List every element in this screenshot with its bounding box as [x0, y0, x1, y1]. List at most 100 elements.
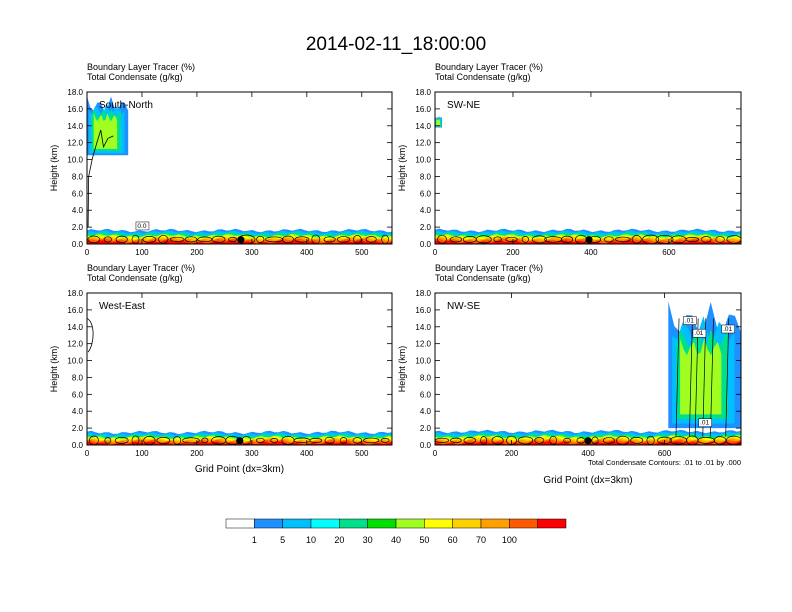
colorbar-swatch — [282, 518, 312, 529]
contour-label-box — [683, 316, 697, 325]
colorbar-label: 50 — [419, 535, 429, 545]
condensate-contour — [104, 437, 112, 444]
condensate-contour — [475, 235, 492, 244]
contour-label: Total Condensate (g/kg) — [87, 273, 183, 283]
field-label: Boundary Layer Tracer (%) — [87, 263, 195, 273]
y-tick-label: 16.0 — [67, 306, 83, 315]
condensate-contour — [726, 235, 741, 244]
x-axis-label: Grid Point (dx=3km) — [543, 475, 632, 486]
y-tick-label: 2.0 — [72, 424, 84, 433]
location-marker — [237, 236, 245, 244]
panel-sw-ne: Boundary Layer Tracer (%)Total Condensat… — [397, 62, 742, 257]
y-tick-label: 2.0 — [420, 424, 432, 433]
figure-title: 2014-02-11_18:00:00 — [306, 34, 486, 55]
contour-label-box — [698, 418, 712, 427]
colorbar-label: 100 — [502, 535, 517, 545]
contour-label: Total Condensate (g/kg) — [87, 72, 183, 82]
y-tick-label: 10.0 — [415, 156, 431, 165]
bl-layer — [87, 441, 392, 445]
x-tick-label: 400 — [581, 449, 595, 458]
x-tick-label: 0 — [433, 248, 438, 257]
y-axis-label: Height (km) — [49, 145, 59, 192]
condensate-contour — [517, 436, 534, 445]
x-tick-label: 200 — [190, 449, 204, 458]
x-tick-label: 500 — [355, 449, 369, 458]
y-tick-label: 8.0 — [420, 373, 432, 382]
condensate-contour — [270, 437, 279, 443]
y-tick-label: 18.0 — [67, 289, 83, 298]
contour-label-box — [721, 324, 735, 334]
y-tick-label: 4.0 — [420, 407, 432, 416]
condensate-contour — [87, 129, 114, 228]
contour-value: .01 — [694, 330, 703, 337]
condensate-contour — [158, 235, 169, 244]
condensate-contour — [363, 437, 380, 444]
y-tick-label: 18.0 — [67, 88, 83, 97]
colorbar-swatch — [424, 518, 453, 529]
condensate-contour — [114, 436, 129, 444]
tracer-field — [87, 317, 392, 445]
y-tick-label: 2.0 — [420, 223, 432, 232]
condensate-contour — [614, 236, 631, 243]
contour-value: .01 — [723, 326, 732, 333]
x-tick-label: 600 — [662, 248, 676, 257]
x-axis-label: Grid Point (dx=3km) — [195, 464, 284, 475]
plume-layer — [436, 119, 441, 127]
condensate-contour — [450, 437, 462, 444]
field-label: Boundary Layer Tracer (%) — [87, 62, 195, 72]
colorbar: 1 5 10 20 30 40 50 60 70 100 — [225, 518, 567, 545]
x-tick-label: 100 — [135, 449, 149, 458]
y-tick-label: 6.0 — [72, 390, 84, 399]
panel-nw-se: Boundary Layer Tracer (%)Total Condensat… — [397, 263, 742, 486]
condensate-contour — [265, 236, 284, 243]
condensate-contour — [324, 436, 335, 444]
condensate-contour — [197, 236, 213, 243]
contour-label: Total Condensate (g/kg) — [435, 273, 531, 283]
x-tick-label: 200 — [506, 248, 520, 257]
condensate-contour — [689, 318, 693, 437]
condensate-contour — [493, 236, 502, 243]
x-tick-label: 0 — [85, 248, 90, 257]
condensate-contour — [491, 436, 504, 445]
condensate-contour — [281, 435, 295, 445]
condensate-contour — [591, 436, 599, 445]
y-tick-label: 4.0 — [72, 206, 84, 215]
colorbar-swatch — [452, 518, 482, 529]
field-label: Boundary Layer Tracer (%) — [435, 62, 543, 72]
condensate-contour — [156, 436, 171, 444]
tracer-field — [87, 96, 392, 244]
x-tick-label: 500 — [355, 248, 369, 257]
condensate-contour — [463, 437, 477, 444]
condensate-contour — [563, 437, 571, 443]
condensate-contour — [725, 318, 730, 437]
y-axis-label: Height (km) — [397, 145, 407, 192]
contour-value: 0.0 — [137, 223, 146, 230]
condensate-contour — [87, 235, 101, 244]
y-tick-label: 16.0 — [67, 105, 83, 114]
bl-layer — [435, 240, 741, 244]
x-tick-label: 200 — [505, 449, 519, 458]
y-tick-label: 12.0 — [67, 139, 83, 148]
colorbar-label: 30 — [363, 535, 373, 545]
x-tick-label: 400 — [300, 449, 314, 458]
colorbar-swatch — [509, 518, 538, 529]
location-marker — [585, 236, 593, 244]
y-tick-label: 10.0 — [67, 357, 83, 366]
condensate-contour — [603, 236, 614, 243]
contour-footnote: Total Condensate Contours: .01 to .01 by… — [588, 458, 741, 467]
contour-label: Total Condensate (g/kg) — [435, 72, 531, 82]
colorbar-swatch — [395, 518, 425, 529]
colorbar-swatch — [310, 518, 340, 529]
condensate-contour — [631, 235, 642, 244]
condensate-contour — [87, 317, 94, 353]
condensate-contour — [353, 235, 362, 244]
y-tick-label: 14.0 — [67, 323, 83, 332]
y-tick-label: 12.0 — [67, 340, 83, 349]
y-tick-label: 12.0 — [415, 340, 431, 349]
x-tick-label: 200 — [190, 248, 204, 257]
y-tick-label: 12.0 — [415, 139, 431, 148]
y-tick-label: 0.0 — [420, 240, 432, 249]
y-tick-label: 8.0 — [420, 172, 432, 181]
condensate-contour — [675, 318, 680, 437]
